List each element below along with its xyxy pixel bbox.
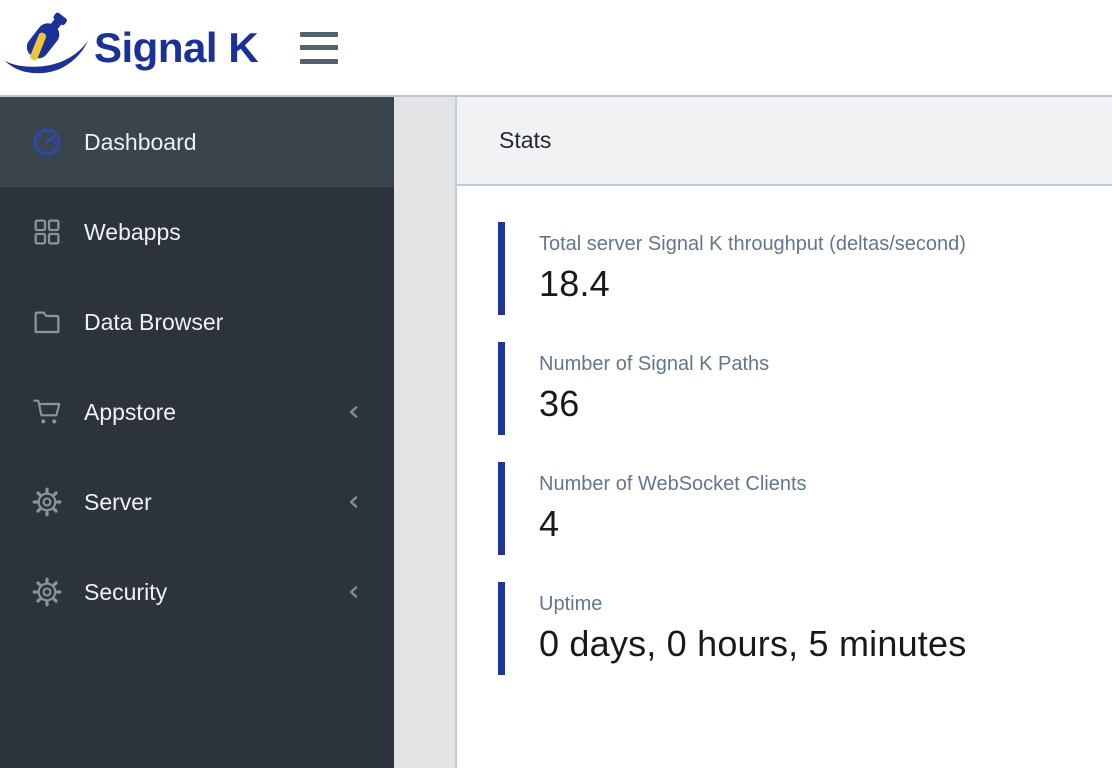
stats-card-body: Total server Signal K throughput (deltas… xyxy=(457,186,1112,675)
brand-title: Signal K xyxy=(94,23,259,71)
stat-value: 18.4 xyxy=(539,263,610,304)
cart-icon xyxy=(30,395,64,429)
sidebar-item-label: Dashboard xyxy=(84,128,197,155)
stats-card-header: Stats xyxy=(457,97,1112,186)
hamburger-icon xyxy=(300,31,339,37)
gear-icon xyxy=(30,485,64,519)
hamburger-icon xyxy=(300,45,339,50)
stat-value: 0 days, 0 hours, 5 minutes xyxy=(539,623,967,664)
sidebar-item-label: Server xyxy=(84,488,152,515)
stat-label: Uptime xyxy=(539,593,603,615)
sidebar: Dashboard Webapps Data Browser xyxy=(0,97,394,768)
sidebar-item-webapps[interactable]: Webapps xyxy=(0,187,394,277)
sidebar-item-label: Webapps xyxy=(84,218,181,245)
stat-value: 4 xyxy=(539,503,560,544)
sidebar-item-data-browser[interactable]: Data Browser xyxy=(0,277,394,367)
sidebar-item-appstore[interactable]: Appstore xyxy=(0,367,394,457)
chevron-left-icon xyxy=(344,492,364,512)
sidebar-item-label: Security xyxy=(84,578,168,605)
stat-paths: Number of Signal K Paths 36 xyxy=(498,342,1072,435)
card-title: Stats xyxy=(499,127,552,153)
stat-throughput: Total server Signal K throughput (deltas… xyxy=(498,222,1072,315)
chevron-left-icon xyxy=(344,402,364,422)
gear-icon xyxy=(30,575,64,609)
stat-uptime: Uptime 0 days, 0 hours, 5 minutes xyxy=(498,582,1072,675)
stat-label: Total server Signal K throughput (deltas… xyxy=(539,233,966,255)
menu-toggle-button[interactable] xyxy=(300,31,339,65)
chevron-left-icon xyxy=(344,582,364,602)
speedometer-icon xyxy=(30,125,64,159)
sidebar-item-server[interactable]: Server xyxy=(0,457,394,547)
folder-icon xyxy=(30,305,64,339)
stat-websocket-clients: Number of WebSocket Clients 4 xyxy=(498,462,1072,555)
sidebar-item-label: Appstore xyxy=(84,398,177,425)
stat-label: Number of Signal K Paths xyxy=(539,353,770,375)
stat-label: Number of WebSocket Clients xyxy=(539,473,807,495)
main-content: Stats Total server Signal K throughput (… xyxy=(394,97,1112,768)
stat-value: 36 xyxy=(539,383,580,424)
sidebar-item-dashboard[interactable]: Dashboard xyxy=(0,97,394,187)
app-header: Signal K xyxy=(0,0,1112,97)
sidebar-item-label: Data Browser xyxy=(84,308,224,335)
brand[interactable]: Signal K xyxy=(4,12,259,83)
sidebar-item-security[interactable]: Security xyxy=(0,547,394,637)
stats-card: Stats Total server Signal K throughput (… xyxy=(455,97,1112,768)
signalk-logo-icon xyxy=(5,12,89,73)
grid-icon xyxy=(30,215,64,249)
hamburger-icon xyxy=(300,58,339,64)
